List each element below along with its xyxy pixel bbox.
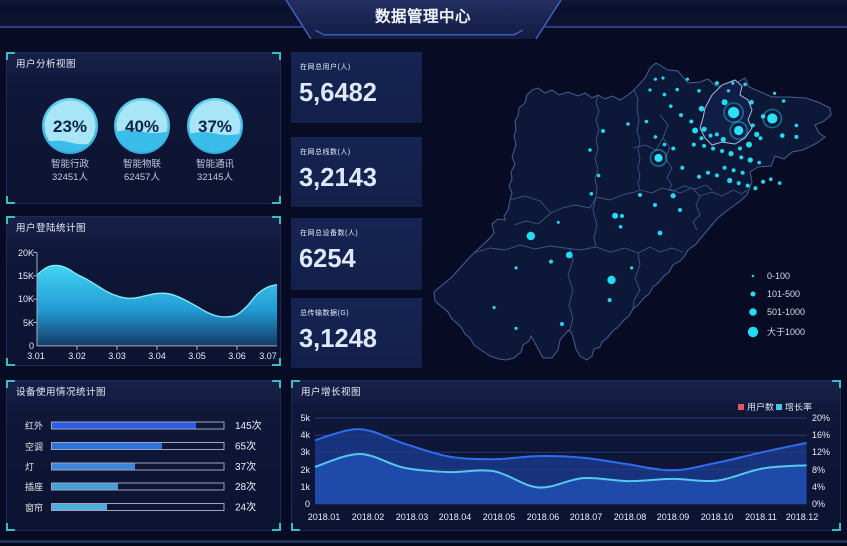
svg-text:灯: 灯 [25, 462, 34, 472]
svg-text:0-100: 0-100 [767, 271, 790, 281]
svg-text:40%: 40% [125, 117, 159, 136]
svg-text:101-500: 101-500 [767, 289, 800, 299]
svg-text:空调: 空调 [25, 441, 43, 452]
svg-text:数据管理中心: 数据管理中心 [375, 7, 471, 26]
svg-text:3.03: 3.03 [108, 351, 126, 361]
svg-text:3.02: 3.02 [68, 351, 86, 361]
svg-text:2018.11: 2018.11 [745, 512, 777, 522]
svg-text:28次: 28次 [235, 480, 256, 493]
svg-text:501-1000: 501-1000 [767, 307, 805, 317]
svg-text:4k: 4k [300, 430, 310, 440]
svg-text:2018.07: 2018.07 [570, 512, 603, 522]
svg-text:红外: 红外 [25, 420, 43, 431]
svg-text:2018.03: 2018.03 [396, 512, 429, 522]
svg-text:24次: 24次 [235, 501, 256, 514]
svg-text:3.04: 3.04 [148, 351, 166, 361]
svg-text:2018.12: 2018.12 [786, 512, 819, 522]
svg-text:5K: 5K [23, 318, 34, 328]
svg-text:65次: 65次 [235, 440, 256, 453]
svg-text:智能通讯: 智能通讯 [196, 158, 235, 170]
svg-text:16%: 16% [812, 430, 830, 440]
svg-text:5k: 5k [300, 413, 310, 423]
svg-text:2018.05: 2018.05 [483, 512, 516, 522]
svg-text:2018.02: 2018.02 [352, 512, 385, 522]
svg-text:大于1000: 大于1000 [767, 326, 805, 337]
svg-text:37%: 37% [198, 117, 232, 136]
svg-text:窗帘: 窗帘 [25, 502, 43, 513]
svg-text:2k: 2k [300, 465, 310, 475]
svg-text:2018.06: 2018.06 [527, 512, 560, 522]
svg-text:2018.04: 2018.04 [439, 512, 472, 522]
svg-text:20K: 20K [18, 248, 34, 258]
svg-text:智能物联: 智能物联 [123, 158, 162, 170]
svg-text:12%: 12% [812, 447, 830, 457]
svg-text:3k: 3k [300, 447, 310, 457]
svg-text:3.01: 3.01 [27, 351, 45, 361]
svg-text:0: 0 [305, 499, 310, 509]
svg-text:智能行政: 智能行政 [51, 158, 90, 170]
svg-text:3.05: 3.05 [188, 351, 206, 361]
svg-text:0%: 0% [812, 499, 825, 509]
svg-text:用户数: 用户数 [747, 403, 774, 412]
svg-text:32145人: 32145人 [197, 172, 233, 183]
svg-text:37次: 37次 [235, 460, 256, 473]
svg-text:145次: 145次 [235, 419, 262, 432]
svg-text:1k: 1k [300, 482, 310, 492]
svg-text:插座: 插座 [25, 481, 43, 492]
svg-text:15K: 15K [18, 271, 34, 281]
svg-text:4%: 4% [812, 482, 825, 492]
svg-text:2018.10: 2018.10 [701, 512, 734, 522]
svg-text:20%: 20% [812, 413, 830, 423]
svg-text:2018.09: 2018.09 [657, 512, 690, 522]
svg-text:62457人: 62457人 [124, 172, 160, 183]
svg-text:2018.08: 2018.08 [614, 512, 647, 522]
svg-text:23%: 23% [53, 117, 87, 136]
svg-text:0: 0 [29, 341, 34, 351]
svg-text:32451人: 32451人 [52, 172, 88, 183]
svg-text:2018.01: 2018.01 [308, 512, 341, 522]
svg-text:3.07: 3.07 [259, 351, 277, 361]
svg-text:10K: 10K [18, 294, 34, 304]
svg-text:8%: 8% [812, 465, 825, 475]
svg-text:3.06: 3.06 [228, 351, 246, 361]
svg-text:增长率: 增长率 [785, 403, 812, 412]
